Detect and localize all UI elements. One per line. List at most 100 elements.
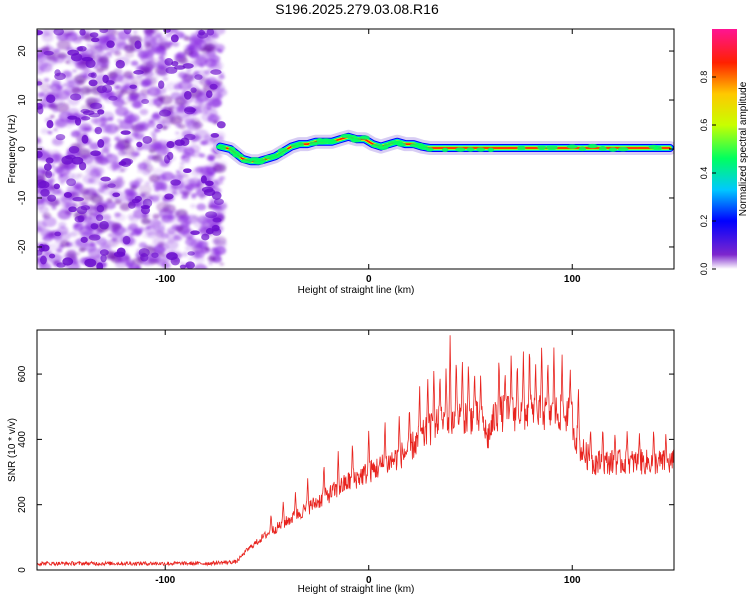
- noise-speck: [181, 216, 193, 225]
- noise-speck: [181, 194, 189, 200]
- noise-speck: [210, 247, 221, 255]
- noise-speck: [213, 29, 226, 35]
- spectrogram-ytick-label: 0: [17, 146, 28, 152]
- snr-frame: [36, 329, 675, 571]
- signal-bead: [587, 143, 598, 149]
- noise-speck: [151, 154, 163, 163]
- noise-speck: [58, 168, 65, 173]
- noise-speck: [216, 94, 222, 99]
- noise-speck: [94, 156, 105, 164]
- noise-speck-strong: [105, 80, 115, 86]
- colorbar-ticks: 0.0 0.2 0.4 0.6 0.8: [699, 71, 716, 275]
- noise-speck: [190, 167, 203, 177]
- noise-speck: [78, 122, 92, 133]
- noise-speck: [207, 171, 215, 177]
- signal-bead: [359, 135, 370, 140]
- noise-speck: [161, 114, 176, 125]
- noise-speck-strong: [122, 235, 131, 245]
- noise-speck-strong: [166, 252, 178, 261]
- noise-speck-strong: [38, 243, 45, 252]
- noise-speck: [100, 123, 107, 128]
- noise-speck-strong: [164, 58, 174, 66]
- noise-speck: [56, 248, 63, 253]
- noise-speck: [209, 161, 215, 166]
- noise-speck: [142, 78, 152, 86]
- noise-speck-strong: [156, 123, 163, 129]
- noise-speck: [117, 254, 131, 265]
- noise-speck: [159, 185, 168, 191]
- colorbar-tick-label: 0.4: [699, 167, 709, 180]
- noise-speck: [118, 92, 123, 96]
- noise-speck: [130, 128, 145, 139]
- noise-speck-strong: [85, 59, 96, 68]
- noise-speck-strong: [136, 141, 143, 148]
- noise-speck: [56, 39, 71, 50]
- noise-speck: [134, 177, 144, 184]
- signal-bead: [232, 153, 244, 158]
- noise-speck-strong: [212, 217, 222, 223]
- noise-speck: [114, 142, 126, 151]
- noise-speck-strong: [190, 87, 197, 93]
- noise-blotches: [37, 29, 228, 269]
- noise-speck: [104, 123, 119, 134]
- noise-speck: [176, 105, 187, 113]
- noise-speck: [81, 61, 86, 65]
- noise-speck: [139, 108, 149, 116]
- noise-speck: [197, 183, 202, 187]
- noise-speck: [93, 96, 101, 102]
- noise-speck: [89, 142, 100, 151]
- noise-speck: [196, 203, 207, 211]
- noise-speck: [199, 196, 205, 200]
- noise-speck: [55, 118, 65, 126]
- noise-speck-strong: [90, 102, 103, 110]
- noise-speck-strong: [90, 223, 99, 230]
- noise-speck: [104, 201, 116, 210]
- noise-speck: [144, 42, 152, 48]
- noise-speck: [129, 232, 135, 237]
- noise-speck: [190, 192, 197, 198]
- noise-speck: [65, 60, 70, 64]
- noise-speck: [38, 206, 49, 214]
- noise-speck: [123, 110, 134, 119]
- noise-speck: [152, 112, 162, 119]
- signal-bead: [487, 147, 495, 153]
- noise-speck: [207, 255, 216, 262]
- spectrogram-ytick-label: -10: [17, 190, 28, 205]
- noise-speck: [152, 236, 166, 247]
- noise-speck-strong: [96, 205, 105, 213]
- noise-speck: [148, 148, 156, 154]
- noise-speck: [143, 34, 157, 45]
- noise-speck: [198, 153, 206, 158]
- colorbar-tick-label: 0.6: [699, 119, 709, 132]
- noise-speck-strong: [140, 205, 151, 210]
- noise-speck: [114, 50, 122, 57]
- noise-speck-strong: [133, 70, 144, 75]
- noise-speck: [185, 160, 191, 164]
- noise-speck: [170, 185, 178, 191]
- signal-bead: [653, 145, 663, 151]
- signal-bead: [309, 141, 319, 146]
- noise-speck-strong: [165, 66, 178, 74]
- noise-speck-strong: [53, 29, 64, 36]
- noise-speck-strong: [97, 109, 105, 115]
- noise-speck: [97, 187, 105, 194]
- noise-speck-strong: [65, 154, 76, 160]
- noise-speck: [153, 93, 159, 98]
- noise-speck: [96, 229, 103, 234]
- noise-speck: [141, 217, 151, 225]
- noise-speck: [89, 168, 101, 178]
- noise-speck: [207, 205, 213, 209]
- noise-speck: [183, 147, 195, 156]
- noise-speck-strong: [62, 257, 74, 266]
- noise-speck: [153, 245, 166, 255]
- colorbar-gradient: [712, 29, 737, 269]
- noise-speck: [60, 207, 68, 213]
- noise-speck-strong: [68, 206, 77, 213]
- snr-ytick-label: 200: [17, 496, 28, 513]
- noise-speck: [128, 75, 135, 80]
- noise-speck: [109, 225, 121, 234]
- noise-speck: [186, 183, 198, 192]
- noise-speck-strong: [158, 80, 165, 89]
- noise-speck: [96, 67, 105, 73]
- noise-speck: [213, 236, 227, 246]
